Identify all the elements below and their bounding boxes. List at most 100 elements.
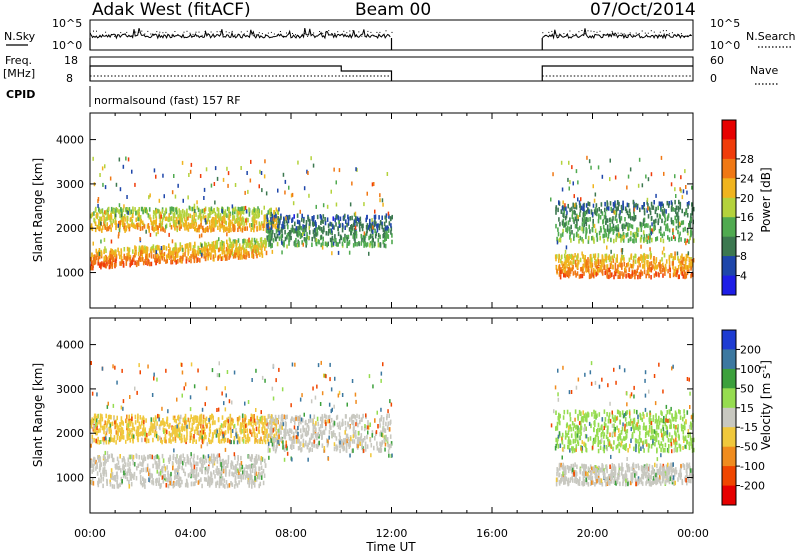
echo-cell: [651, 237, 653, 243]
echo-cell: [172, 483, 175, 489]
echo-cell: [153, 455, 155, 461]
date-label: 07/Oct/2014: [590, 0, 696, 20]
echo-cell: [238, 480, 240, 485]
echo-cell: [334, 217, 336, 223]
echo-cell: [357, 422, 359, 428]
echo-cell: [573, 236, 575, 241]
echo-cell: [173, 475, 176, 480]
echo-cell: [366, 242, 369, 247]
echo-cell: [326, 242, 328, 248]
echo-cell: [243, 432, 245, 438]
echo-cell: [591, 227, 594, 233]
echo-cell: [146, 467, 149, 472]
echo-cell: [177, 422, 180, 428]
echo-cell: [348, 424, 351, 430]
echo-cell: [606, 237, 609, 242]
echo-cell: [379, 242, 382, 247]
nsearch-point: [554, 32, 556, 34]
echo-cell: [581, 217, 584, 222]
echo-cell: [678, 258, 680, 264]
echo-cell: [217, 256, 219, 261]
echo-cell: [193, 203, 196, 208]
echo-cell: [259, 252, 261, 257]
echo-cell: [241, 216, 244, 221]
nsearch-point: [352, 30, 354, 32]
echo-cell: [636, 227, 638, 232]
echo-cell: [187, 473, 190, 478]
echo-cell: [665, 266, 667, 272]
echo-cell: [669, 273, 671, 278]
echo-cell: [602, 259, 605, 264]
echo-cell: [280, 215, 282, 220]
echo-cell: [164, 216, 167, 222]
echo-cell: [98, 466, 101, 471]
echo-cell: [368, 226, 371, 232]
echo-cell: [117, 431, 119, 436]
echo-cell: [371, 433, 374, 438]
echo-cell: [206, 248, 209, 253]
echo-cell: [92, 241, 94, 246]
echo-cell: [270, 207, 272, 213]
nsearch-point: [120, 32, 122, 34]
echo-cell: [353, 431, 355, 437]
echo-cell: [680, 255, 682, 261]
echo-cell: [359, 227, 361, 232]
echo-cell: [299, 231, 301, 237]
echo-cell: [670, 253, 672, 258]
echo-cell: [381, 215, 383, 220]
echo-cell: [109, 264, 112, 269]
nsearch-point: [545, 35, 547, 37]
echo-cell: [331, 433, 333, 439]
echo-cell: [606, 245, 608, 250]
echo-cell: [660, 231, 662, 236]
echo-cell: [229, 219, 232, 224]
echo-cell: [267, 439, 270, 444]
echo-cell: [144, 208, 147, 214]
echo-cell: [597, 267, 600, 273]
echo-cell: [376, 228, 379, 233]
echo-cell: [252, 249, 254, 254]
echo-cell: [268, 242, 270, 248]
echo-cell: [127, 457, 130, 462]
echo-cell: [563, 209, 565, 214]
echo-cell: [568, 186, 570, 191]
echo-cell: [633, 234, 635, 239]
echo-cell: [263, 205, 265, 210]
echo-cell: [590, 253, 592, 259]
echo-cell: [564, 203, 566, 208]
echo-cell: [186, 454, 189, 459]
echo-cell: [289, 232, 291, 238]
echo-cell: [377, 238, 380, 243]
echo-cell: [369, 243, 371, 248]
echo-cell: [620, 248, 623, 253]
echo-cell: [321, 245, 324, 250]
echo-cell: [99, 225, 101, 231]
echo-cell: [568, 255, 570, 261]
echo-cell: [575, 273, 577, 278]
echo-cell: [170, 439, 172, 444]
echo-cell: [110, 213, 112, 218]
echo-cell: [346, 241, 349, 246]
echo-cell: [251, 250, 253, 255]
echo-cell: [272, 238, 275, 243]
echo-cell: [597, 261, 600, 266]
echo-cell: [120, 213, 123, 218]
echo-cell: [135, 224, 137, 230]
echo-cell: [312, 217, 314, 222]
echo-cell: [627, 238, 630, 243]
echo-cell: [667, 235, 669, 240]
echo-cell: [161, 253, 163, 258]
echo-cell: [322, 241, 324, 246]
echo-cell: [377, 233, 380, 238]
echo-cell: [286, 233, 289, 238]
echo-cell: [161, 209, 164, 214]
echo-cell: [142, 260, 145, 266]
echo-cell: [247, 473, 250, 478]
echo-cell: [136, 466, 138, 471]
echo-cell: [130, 216, 132, 222]
echo-cell: [288, 241, 290, 246]
echo-cell: [390, 230, 392, 235]
echo-cell: [666, 223, 669, 228]
echo-cell: [599, 235, 601, 241]
echo-cell: [138, 257, 140, 262]
